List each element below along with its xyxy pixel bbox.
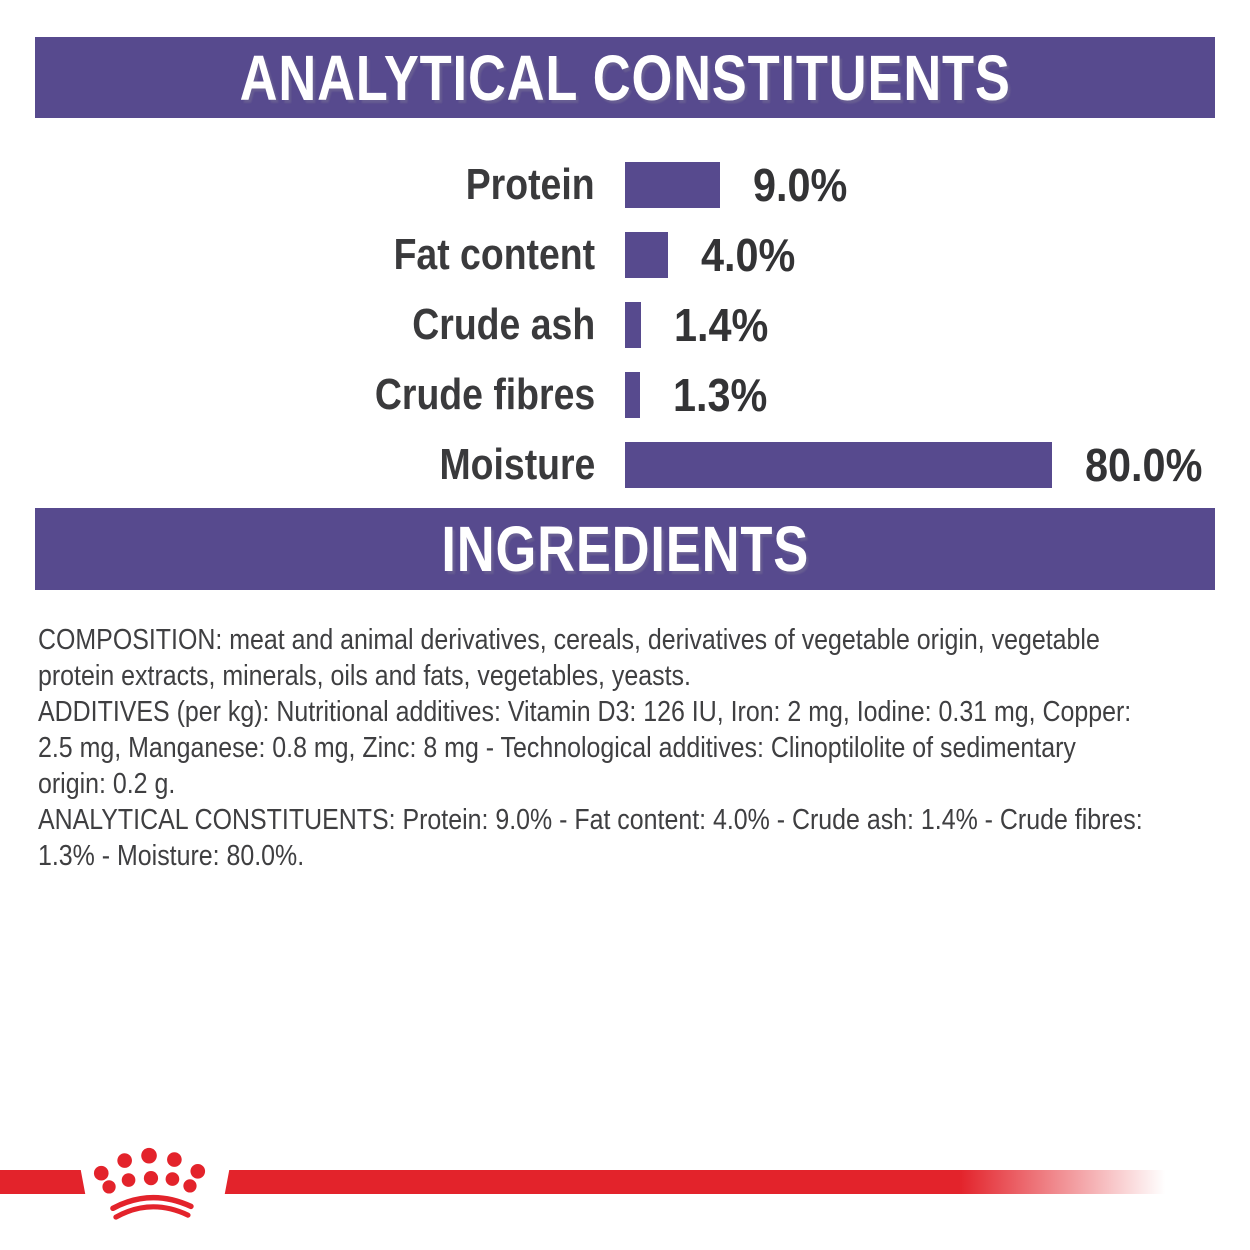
chart-label-crude-ash: Crude ash — [412, 300, 595, 349]
chart-row-fat-content: Fat content 4.0% — [35, 220, 1215, 290]
chart-bar-protein — [625, 162, 720, 208]
ingredients-banner: INGREDIENTS — [35, 508, 1215, 590]
ingredients-title: INGREDIENTS — [441, 513, 809, 585]
analytical-constituents-banner: ANALYTICAL CONSTITUENTS — [35, 37, 1215, 118]
analytical-line-2: 1.3% - Moisture: 80.0%. — [38, 840, 305, 872]
chart-bar-crude-fibres — [625, 372, 640, 418]
chart-row-protein: Protein 9.0% — [35, 150, 1215, 220]
chart-value-crude-ash: 1.4% — [674, 299, 769, 351]
chart-value-moisture: 80.0% — [1085, 439, 1203, 491]
chart-row-moisture: Moisture 80.0% — [35, 430, 1215, 500]
composition-line-2: protein extracts, minerals, oils and fat… — [38, 660, 691, 692]
chart-bar-moisture — [625, 442, 1052, 488]
chart-row-crude-fibres: Crude fibres 1.3% — [35, 360, 1215, 430]
chart-value-fat-content: 4.0% — [701, 229, 796, 281]
composition-line-1: COMPOSITION: meat and animal derivatives… — [38, 624, 1100, 656]
analytical-constituents-chart: Protein 9.0% Fat content 4.0% Crude ash … — [35, 150, 1215, 500]
chart-label-crude-fibres: Crude fibres — [374, 370, 595, 419]
analytical-constituents-title: ANALYTICAL CONSTITUENTS — [239, 41, 1011, 114]
chart-label-fat-content: Fat content — [393, 230, 595, 279]
analytical-line-1: ANALYTICAL CONSTITUENTS: Protein: 9.0% -… — [38, 804, 1143, 836]
chart-value-crude-fibres: 1.3% — [673, 369, 768, 421]
additives-line-1: ADDITIVES (per kg): Nutritional additive… — [38, 696, 1132, 728]
chart-bar-fat-content — [625, 232, 668, 278]
chart-label-protein: Protein — [466, 160, 595, 209]
royal-canin-crown-logo — [93, 1147, 206, 1220]
additives-line-2: 2.5 mg, Manganese: 0.8 mg, Zinc: 8 mg - … — [38, 732, 1076, 764]
ingredients-text-block: COMPOSITION: meat and animal derivatives… — [38, 622, 1243, 874]
chart-row-crude-ash: Crude ash 1.4% — [35, 290, 1215, 360]
chart-label-moisture: Moisture — [439, 440, 595, 489]
chart-value-protein: 9.0% — [753, 159, 848, 211]
chart-bar-crude-ash — [625, 302, 641, 348]
additives-line-3: origin: 0.2 g. — [38, 768, 176, 800]
